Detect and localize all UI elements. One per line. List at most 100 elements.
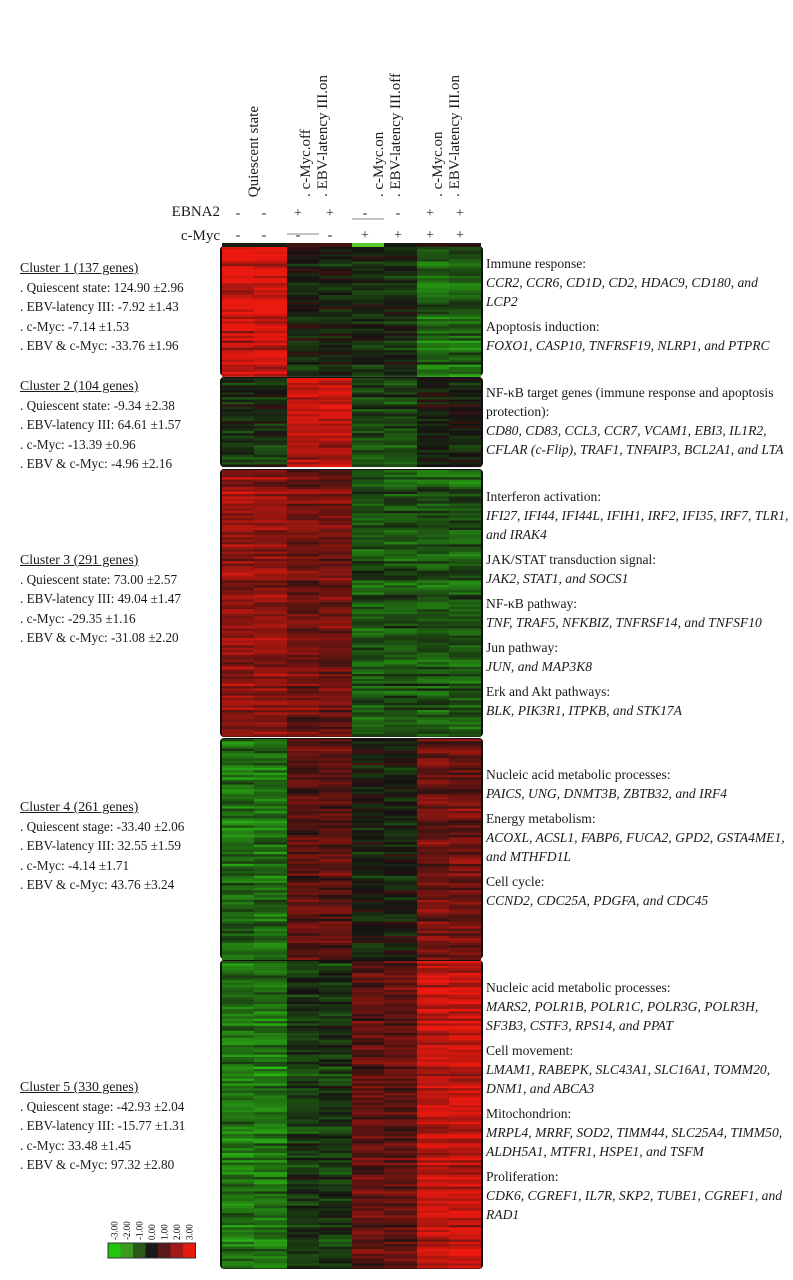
heatmap-cell [319, 722, 352, 725]
heatmap-cell [384, 1018, 417, 1022]
heatmap-cell [417, 1155, 449, 1159]
heatmap-cell [384, 928, 417, 932]
heatmap-cell [319, 734, 352, 737]
heatmap-cell [254, 947, 287, 951]
heatmap-cell [352, 290, 384, 293]
heatmap-cell [352, 445, 384, 448]
heatmap-cell [352, 832, 384, 836]
heatmap-cell [384, 1162, 417, 1166]
heatmap-cell [287, 1004, 319, 1007]
heatmap-cell [254, 799, 287, 802]
heatmap-cell [417, 549, 449, 552]
heatmap-cell [417, 450, 449, 453]
heatmap-cell [352, 544, 384, 548]
heatmap-cell [352, 763, 384, 766]
heatmap-cell [417, 940, 449, 944]
heatmap-cell [352, 534, 384, 538]
heatmap-cell [449, 705, 481, 708]
cluster-title: Cluster 3 (291 genes) [20, 552, 139, 567]
heatmap-cell [384, 748, 417, 752]
heatmap-cell [417, 777, 449, 781]
heatmap-cell [449, 832, 481, 836]
heatmap-cell [254, 963, 287, 967]
heatmap-cell [222, 965, 254, 969]
heatmap-cell [449, 590, 481, 593]
heatmap-cell [254, 719, 287, 723]
heatmap-cell [352, 1064, 384, 1067]
heatmap-cell [417, 433, 449, 436]
heatmap-cell [384, 868, 417, 872]
heatmap-cell [222, 263, 254, 267]
heatmap-cell [417, 1040, 449, 1043]
heatmap-cell [352, 678, 384, 682]
legend-swatch-2 [133, 1243, 146, 1258]
heatmap-cell [287, 1148, 319, 1151]
heatmap-cell [352, 433, 384, 436]
heatmap-cell [384, 688, 417, 692]
heatmap-cell [254, 705, 287, 708]
heatmap-cell [384, 657, 417, 660]
heatmap-cell [449, 489, 481, 492]
heatmap-cell [352, 982, 384, 986]
heatmap-cell [449, 921, 481, 925]
heatmap-cell [287, 602, 319, 605]
heatmap-cell [319, 1047, 352, 1051]
heatmap-cell [384, 340, 417, 344]
heatmap-cell [417, 878, 449, 881]
heatmap-cell [319, 1253, 352, 1257]
heatmap-cell [222, 604, 254, 608]
legend-tick-6: 3.00 [184, 1224, 194, 1240]
heatmap-cell [384, 357, 417, 361]
heatmap-cell [287, 755, 319, 759]
heatmap-cell [384, 397, 417, 400]
heatmap-cell [352, 739, 384, 742]
heatmap-cell [319, 1100, 352, 1103]
heatmap-cell [449, 1136, 481, 1139]
heatmap-cell [384, 674, 417, 677]
heatmap-cell [449, 362, 481, 365]
heatmap-cell [352, 1232, 384, 1235]
annotation-genes: MARS2, POLR1B, POLR1C, POLR3G, POLR3H, S… [486, 999, 759, 1033]
heatmap-cell [449, 1078, 481, 1082]
heatmap-cell [417, 268, 449, 272]
heatmap-cell [384, 275, 417, 279]
heatmap-cell [287, 726, 319, 730]
heatmap-cell [319, 630, 352, 634]
heatmap-cell [319, 520, 352, 524]
heatmap-cell [384, 382, 417, 386]
heatmap-cell [384, 751, 417, 754]
heatmap-cell [449, 973, 481, 976]
heatmap-cell [287, 724, 319, 728]
heatmap-cell [449, 271, 481, 274]
heatmap-cell [222, 985, 254, 988]
heatmap-cell [319, 1129, 352, 1132]
heatmap-cell [417, 702, 449, 706]
heatmap-cell [417, 275, 449, 279]
heatmap-cell [384, 743, 417, 747]
heatmap-cell [417, 690, 449, 694]
heatmap-cell [319, 1088, 352, 1091]
heatmap-cell [319, 1220, 352, 1223]
heatmap-cell [384, 530, 417, 533]
heatmap-cell [352, 1225, 384, 1228]
heatmap-cell [352, 530, 384, 533]
heatmap-cell [222, 568, 254, 572]
heatmap-cell [384, 880, 417, 884]
heatmap-cell [352, 582, 384, 586]
heatmap-cell [417, 904, 449, 908]
heatmap-cell [222, 1246, 254, 1250]
heatmap-cell [449, 707, 481, 711]
heatmap-cell [254, 873, 287, 877]
heatmap-cell [287, 748, 319, 752]
heatmap-cell [222, 532, 254, 536]
heatmap-cell [287, 459, 319, 463]
heatmap-cell [319, 975, 352, 979]
heatmap-cell [222, 897, 254, 901]
heatmap-cell [254, 1253, 287, 1257]
heatmap-cell [319, 575, 352, 579]
heatmap-cell [417, 1234, 449, 1238]
heatmap-cell [352, 1198, 384, 1202]
heatmap-cell [222, 1030, 254, 1034]
heatmap-cell [319, 832, 352, 836]
heatmap-cell [384, 1217, 417, 1221]
